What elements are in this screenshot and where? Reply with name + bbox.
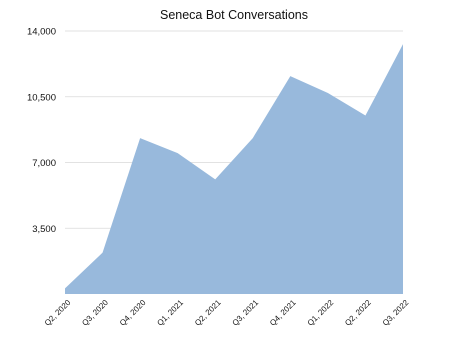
y-tick-label: 7,000 (32, 158, 56, 169)
x-tick-label: Q3, 2021 (231, 298, 261, 328)
y-axis: 3,500 7,000 10,500 14,000 (27, 27, 56, 235)
x-tick-label: Q2, 2022 (343, 298, 373, 328)
plot-area (64, 44, 404, 295)
x-tick-label: Q1, 2021 (155, 298, 185, 328)
x-tick-label: Q4, 2021 (268, 298, 298, 328)
x-tick-label: Q3, 2022 (381, 298, 411, 328)
y-tick-label: 14,000 (27, 27, 56, 38)
y-tick-label: 10,500 (27, 92, 56, 103)
x-tick-label: Q3, 2020 (80, 298, 110, 328)
y-tick-label: 3,500 (32, 224, 56, 235)
x-tick-label: Q4, 2020 (118, 298, 148, 328)
x-tick-label: Q1, 2022 (306, 298, 336, 328)
x-tick-label: Q2, 2021 (193, 298, 223, 328)
chart-title: Seneca Bot Conversations (160, 8, 308, 22)
x-tick-label: Q2, 2020 (43, 298, 73, 328)
series-area (65, 44, 403, 295)
x-axis: Q2, 2020 Q3, 2020 Q4, 2020 Q1, 2021 Q2, 2021… (43, 298, 411, 328)
